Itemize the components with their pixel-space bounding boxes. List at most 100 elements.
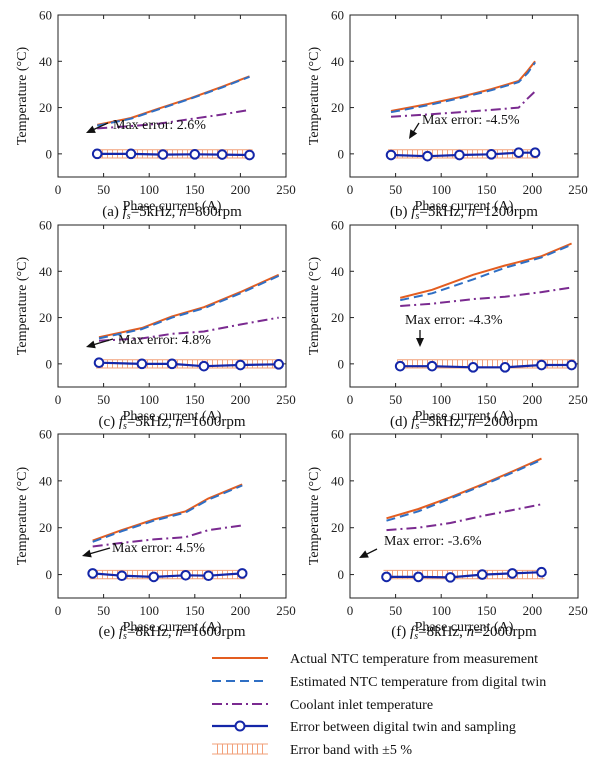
y-tick-label: 60 xyxy=(331,8,344,23)
series-line-estimated xyxy=(399,243,572,302)
caption-part: f xyxy=(411,414,417,430)
caption-part: s xyxy=(415,211,419,222)
y-axis-label: Temperature (°C) xyxy=(15,47,30,146)
error-point xyxy=(93,357,105,369)
error-point xyxy=(189,149,201,160)
x-tick-label: 200 xyxy=(231,603,251,618)
y-tick-label: 40 xyxy=(331,473,344,488)
y-tick-label: 0 xyxy=(46,356,53,371)
series-line-estimated xyxy=(98,274,280,340)
caption-part: =5kHz, xyxy=(131,204,179,220)
y-tick-label: 40 xyxy=(39,54,52,69)
x-tick-label: 50 xyxy=(389,603,402,618)
error-point xyxy=(476,569,488,580)
annotation-max-error: Max error: 2.6% xyxy=(113,118,206,133)
annotation-arrow-shaft xyxy=(87,547,111,555)
caption-part: =2000rpm xyxy=(474,624,537,640)
error-point xyxy=(385,149,397,161)
axes-box xyxy=(57,14,287,178)
y-tick-label: 60 xyxy=(39,8,52,23)
annotation-max-error: Max error: 4.5% xyxy=(112,541,205,556)
axes-box xyxy=(349,224,579,388)
caption-part: s xyxy=(123,421,127,432)
series-line-estimated xyxy=(92,484,243,543)
caption-part: f xyxy=(119,624,125,640)
error-point xyxy=(116,570,128,582)
series-line-coolant xyxy=(92,524,243,548)
x-tick-label: 200 xyxy=(523,182,543,197)
x-tick-label: 100 xyxy=(139,182,159,197)
caption-part: n xyxy=(468,204,476,220)
x-tick-label: 150 xyxy=(185,392,205,407)
x-tick-label: 200 xyxy=(231,392,251,407)
caption-part: =5kHz, xyxy=(127,414,175,430)
error-point xyxy=(566,359,577,371)
x-tick-label: 0 xyxy=(347,392,354,407)
annotation-arrow-head xyxy=(416,338,424,347)
y-axis-label: Temperature (°C) xyxy=(15,257,30,356)
x-tick-label: 50 xyxy=(389,182,402,197)
axes-box xyxy=(349,433,579,599)
panel-caption: (d) fs=5kHz, n=2000rpm xyxy=(390,414,538,432)
panel-e: 0 50 100 150 200 250 0 20 40 60 Phase current (A) T… xyxy=(15,427,296,643)
axes-box xyxy=(349,14,579,178)
caption-part: n xyxy=(175,624,183,640)
y-axis-label: Temperature (°C) xyxy=(307,467,322,566)
caption-part: n xyxy=(468,414,476,430)
caption-part: s xyxy=(415,421,419,432)
x-tick-label: 250 xyxy=(568,182,588,197)
error-point xyxy=(87,568,98,579)
error-point xyxy=(148,571,160,583)
legend-item-error: Error between digital twin and sampling xyxy=(212,720,516,735)
legend-item-actual: Actual NTC temperature from measurement xyxy=(212,652,538,667)
y-tick-label: 40 xyxy=(39,264,52,279)
y-tick-label: 0 xyxy=(338,356,345,371)
annotation-arrow-head xyxy=(86,340,96,349)
panel-caption: (c) fs=5kHz, n=1600rpm xyxy=(98,414,245,432)
caption-part: s xyxy=(414,631,418,642)
x-tick-label: 100 xyxy=(139,392,159,407)
x-axis-label: Phase current (A) xyxy=(123,199,222,214)
x-tick-label: 100 xyxy=(431,182,451,197)
series-line-coolant xyxy=(97,108,250,130)
error-point xyxy=(136,358,148,370)
caption-part: f xyxy=(119,414,125,430)
annotation-arrow-head xyxy=(409,129,418,139)
error-point xyxy=(499,362,511,373)
y-tick-label: 40 xyxy=(331,54,344,69)
error-point xyxy=(381,571,392,583)
x-tick-label: 0 xyxy=(55,392,62,407)
x-tick-label: 250 xyxy=(276,182,296,197)
x-tick-label: 50 xyxy=(97,392,110,407)
panel-c: 0 50 100 150 200 250 0 20 40 60 Phase current (A) T… xyxy=(15,218,296,433)
legend: Actual NTC temperature from measurement … xyxy=(212,652,546,758)
panel-caption: (f) fs=8kHz, n=2000rpm xyxy=(391,624,537,642)
caption-part: =5kHz, xyxy=(419,414,467,430)
series-line-error xyxy=(98,361,279,368)
error-point xyxy=(203,570,214,582)
x-tick-label: 150 xyxy=(185,603,205,618)
axes-box xyxy=(57,224,287,388)
y-tick-label: 40 xyxy=(39,473,52,488)
annotation-max-error: Max error: 4.8% xyxy=(118,333,211,348)
y-tick-label: 60 xyxy=(39,427,52,442)
error-point xyxy=(422,150,433,162)
caption-part: (e) xyxy=(98,624,118,640)
caption-part: =800rpm xyxy=(187,204,242,220)
x-axis-label: Phase current (A) xyxy=(415,620,514,635)
x-tick-label: 150 xyxy=(185,182,205,197)
y-tick-label: 0 xyxy=(338,146,345,161)
error-point xyxy=(244,149,255,161)
caption-part: f xyxy=(411,204,417,220)
error-point xyxy=(507,568,518,579)
y-tick-label: 20 xyxy=(331,310,344,325)
error-point xyxy=(273,359,285,370)
error-point xyxy=(467,362,479,373)
caption-part: (b) xyxy=(390,204,411,220)
x-tick-label: 50 xyxy=(389,392,402,407)
caption-part: =2000rpm xyxy=(475,414,538,430)
y-axis-label: Temperature (°C) xyxy=(307,257,322,356)
panel-caption: (a) fs=5kHz, n=800rpm xyxy=(102,204,242,222)
caption-part: n xyxy=(179,204,187,220)
legend-swatch-error-marker xyxy=(234,720,246,732)
